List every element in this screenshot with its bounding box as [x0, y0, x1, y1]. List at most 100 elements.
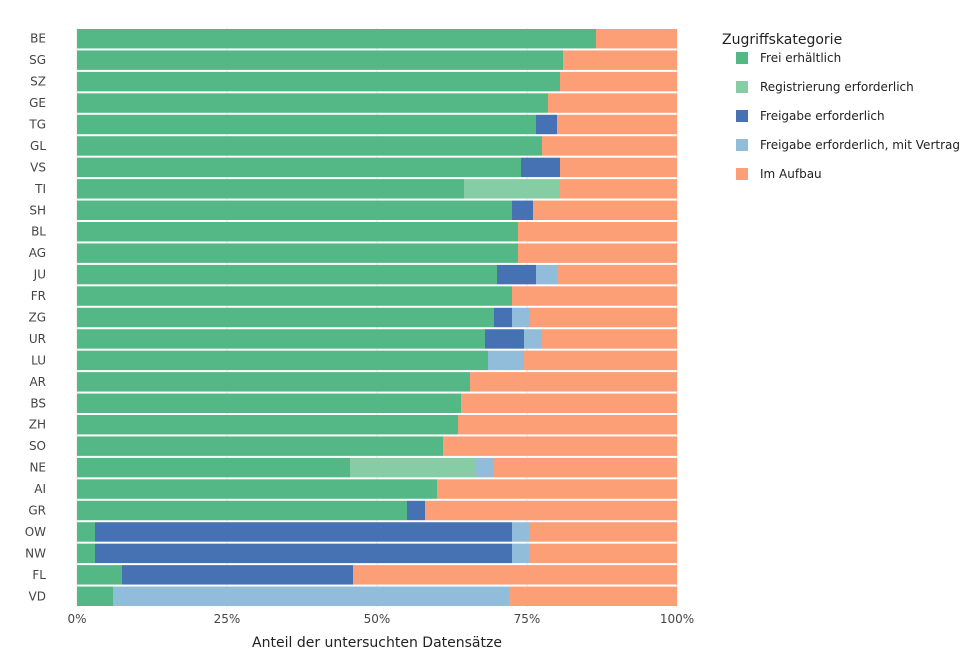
bar-segment-BL-0[interactable]: [77, 222, 518, 242]
legend-item-0[interactable]: Frei erhältlich: [736, 51, 841, 65]
bar-row-SG: [77, 50, 677, 70]
bar-segment-OW-0[interactable]: [77, 522, 95, 542]
bar-segment-LU-3[interactable]: [488, 350, 524, 371]
bar-row-UR: [77, 329, 677, 349]
bar-segment-JU-4[interactable]: [557, 264, 677, 285]
bar-segment-FR-0[interactable]: [77, 286, 512, 306]
bar-segment-FL-0[interactable]: [77, 565, 122, 585]
bar-segment-GL-4[interactable]: [542, 136, 677, 156]
x-tick-label: 75%: [514, 612, 541, 626]
bar-segment-SZ-0[interactable]: [77, 71, 560, 92]
legend-swatch: [736, 168, 748, 180]
legend-label: Registrierung erforderlich: [760, 80, 914, 94]
y-tick-label: BE: [30, 32, 46, 46]
bar-segment-ZG-0[interactable]: [77, 307, 494, 328]
bar-segment-SO-0[interactable]: [77, 436, 443, 456]
bar-segment-VD-4[interactable]: [509, 586, 677, 606]
bar-segment-ZG-4[interactable]: [530, 307, 677, 328]
bar-segment-ZG-3[interactable]: [512, 307, 530, 328]
bar-row-NE: [77, 457, 677, 478]
bar-row-VD: [77, 586, 677, 606]
bar-segment-LU-4[interactable]: [524, 350, 677, 371]
bar-segment-NW-3[interactable]: [512, 543, 530, 564]
bar-segment-GL-0[interactable]: [77, 136, 542, 156]
x-tick-label: 50%: [364, 612, 391, 626]
bar-segment-ZH-0[interactable]: [77, 415, 458, 435]
bar-segment-NE-1[interactable]: [350, 457, 476, 478]
bar-segment-TG-2[interactable]: [536, 114, 557, 135]
bar-segment-BS-4[interactable]: [461, 393, 677, 413]
bar-segment-GE-4[interactable]: [548, 93, 677, 113]
bar-segment-BE-0[interactable]: [77, 29, 596, 49]
bar-segment-NE-4[interactable]: [494, 457, 677, 478]
bar-segment-VS-0[interactable]: [77, 157, 521, 178]
bar-segment-VS-4[interactable]: [560, 157, 677, 178]
legend-swatch: [736, 110, 748, 122]
bar-row-BS: [77, 393, 677, 413]
bar-segment-JU-3[interactable]: [536, 264, 557, 285]
bar-row-SO: [77, 436, 677, 456]
legend[interactable]: Zugriffskategorie Frei erhältlich Registr…: [722, 32, 960, 181]
bar-segment-SH-2[interactable]: [512, 200, 533, 220]
bar-segment-GR-2[interactable]: [407, 500, 425, 521]
bar-segment-TI-1[interactable]: [464, 179, 560, 199]
y-tick-label: ZH: [29, 418, 46, 432]
bar-segment-TI-0[interactable]: [77, 179, 464, 199]
bar-segment-NW-0[interactable]: [77, 543, 95, 564]
bar-row-VS: [77, 157, 677, 178]
legend-item-3[interactable]: Freigabe erforderlich, mit Vertrag: [736, 138, 960, 152]
bar-segment-UR-4[interactable]: [542, 329, 677, 349]
bar-segment-OW-3[interactable]: [512, 522, 530, 542]
bar-segment-TG-0[interactable]: [77, 114, 536, 135]
y-tick-label: OW: [25, 525, 46, 539]
bar-segment-JU-0[interactable]: [77, 264, 497, 285]
bar-segment-ZG-2[interactable]: [494, 307, 512, 328]
bar-segment-BE-4[interactable]: [596, 29, 677, 49]
bar-segment-UR-0[interactable]: [77, 329, 485, 349]
bar-segment-BS-0[interactable]: [77, 393, 461, 413]
bar-segment-LU-0[interactable]: [77, 350, 488, 371]
bar-segment-AI-4[interactable]: [437, 479, 677, 499]
bar-segment-FL-2[interactable]: [122, 565, 353, 585]
bar-segment-BL-4[interactable]: [518, 222, 677, 242]
bar-segment-VS-2[interactable]: [521, 157, 560, 178]
bar-segment-JU-2[interactable]: [497, 264, 536, 285]
bar-segment-SZ-4[interactable]: [560, 71, 677, 92]
legend-item-2[interactable]: Freigabe erforderlich: [736, 109, 885, 123]
bar-segment-SG-4[interactable]: [563, 50, 677, 70]
bar-segment-GR-0[interactable]: [77, 500, 407, 521]
bar-row-AG: [77, 243, 677, 263]
bar-segment-OW-4[interactable]: [530, 522, 677, 542]
bar-segment-NE-3[interactable]: [476, 457, 494, 478]
bar-segment-SH-4[interactable]: [533, 200, 677, 220]
bar-segment-AR-0[interactable]: [77, 372, 470, 392]
bar-segment-NW-4[interactable]: [530, 543, 677, 564]
bar-segment-ZH-4[interactable]: [458, 415, 677, 435]
bar-segment-SG-0[interactable]: [77, 50, 563, 70]
y-tick-label: UR: [29, 332, 46, 346]
bar-segment-AG-0[interactable]: [77, 243, 518, 263]
bar-segment-FL-4[interactable]: [353, 565, 677, 585]
bar-segment-GE-0[interactable]: [77, 93, 548, 113]
legend-item-1[interactable]: Registrierung erforderlich: [736, 80, 914, 94]
bar-segment-UR-3[interactable]: [524, 329, 542, 349]
y-tick-label: GL: [30, 139, 46, 153]
bar-segment-VD-3[interactable]: [113, 586, 509, 606]
bar-segment-OW-2[interactable]: [95, 522, 512, 542]
bar-segment-VD-0[interactable]: [77, 586, 113, 606]
bar-segment-TG-4[interactable]: [557, 114, 677, 135]
bar-segment-SH-0[interactable]: [77, 200, 512, 220]
bar-segment-GR-4[interactable]: [425, 500, 677, 521]
bar-segment-AG-4[interactable]: [518, 243, 677, 263]
bar-row-GR: [77, 500, 677, 521]
bar-segment-AR-4[interactable]: [470, 372, 677, 392]
bar-segment-NE-0[interactable]: [77, 457, 350, 478]
bar-segment-SO-4[interactable]: [443, 436, 677, 456]
bar-segment-AI-0[interactable]: [77, 479, 437, 499]
legend-item-4[interactable]: Im Aufbau: [736, 167, 822, 181]
bar-segment-TI-4[interactable]: [560, 179, 677, 199]
x-tick-label: 100%: [660, 612, 694, 626]
bar-segment-UR-2[interactable]: [485, 329, 524, 349]
bar-segment-NW-2[interactable]: [95, 543, 512, 564]
bar-segment-FR-4[interactable]: [512, 286, 677, 306]
